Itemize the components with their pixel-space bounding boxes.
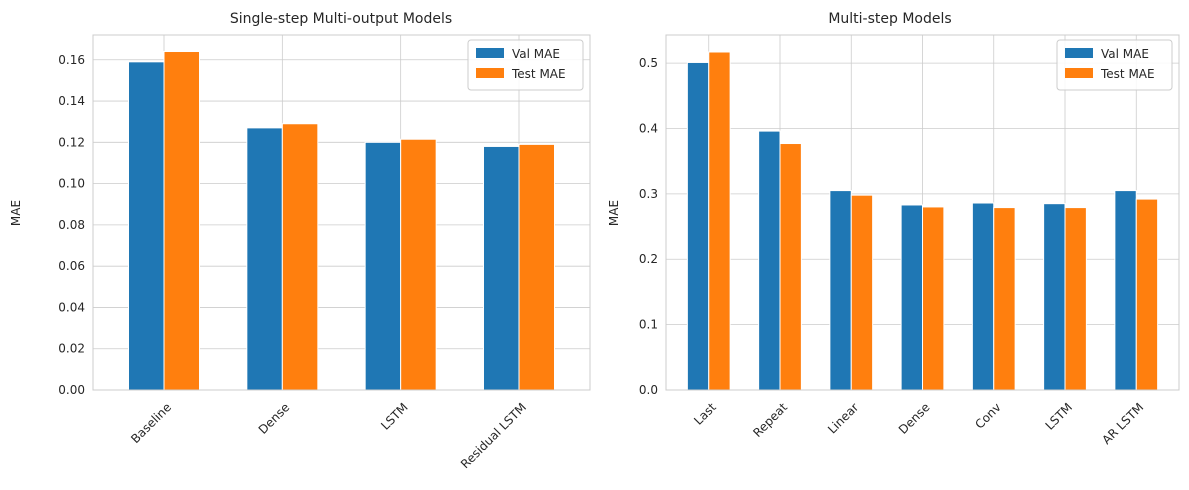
bar-test-mae	[163, 51, 200, 391]
y-tick-label: 0.1	[639, 318, 658, 332]
y-axis-label: MAE	[607, 200, 621, 226]
bar-test-mae	[922, 206, 945, 391]
legend-label: Test MAE	[511, 67, 566, 81]
x-tick-label: Baseline	[128, 400, 174, 446]
legend-swatch	[476, 68, 504, 78]
legend-swatch	[1065, 48, 1093, 58]
bar-val-mae	[829, 190, 852, 391]
x-tick-label: LSTM	[1043, 400, 1076, 433]
bar-test-mae	[400, 138, 437, 391]
bar-val-mae	[758, 130, 781, 391]
bar-val-mae	[971, 202, 995, 391]
y-tick-label: 0.06	[58, 259, 85, 273]
y-tick-label: 0.3	[639, 187, 658, 201]
x-tick-label: Last	[691, 400, 719, 428]
x-tick-label: Dense	[256, 400, 293, 437]
chart-single-step: Single-step Multi-output Models MAE 0.00…	[9, 11, 591, 471]
bar-val-mae	[246, 127, 283, 391]
y-tick-label: 0.08	[58, 218, 85, 232]
bar-val-mae	[483, 145, 520, 391]
bar-test-mae	[1064, 207, 1087, 391]
chart-multi-step: Multi-step Models MAE 0.0 0.1 0.2 0.3 0.4 0.5…	[607, 11, 1180, 447]
bar-test-mae	[1135, 198, 1159, 391]
bar-val-mae	[128, 61, 165, 391]
bar-test-mae	[850, 194, 874, 391]
legend-label: Val MAE	[1101, 47, 1149, 61]
x-tick-label: Residual LSTM	[458, 400, 529, 471]
bar-test-mae	[708, 51, 731, 391]
chart-title: Multi-step Models	[828, 11, 951, 27]
bar-val-mae	[1043, 203, 1066, 391]
legend-swatch	[476, 48, 504, 58]
legend-label: Val MAE	[512, 47, 560, 61]
legend: Val MAE Test MAE	[1056, 39, 1173, 91]
y-tick-label: 0.02	[58, 342, 85, 356]
y-axis-label: MAE	[9, 200, 23, 226]
plot-frame	[665, 34, 1180, 391]
plot-frame	[92, 34, 591, 391]
bars	[686, 51, 1159, 391]
x-tick-label: Repeat	[750, 400, 790, 440]
bar-val-mae	[686, 61, 710, 391]
y-tick-label: 0.10	[58, 177, 85, 191]
x-tick-label: Linear	[825, 400, 861, 436]
legend-swatch	[1065, 68, 1093, 78]
chart-title: Single-step Multi-output Models	[230, 11, 452, 27]
x-tick-label: Dense	[896, 400, 933, 437]
bar-val-mae	[1114, 190, 1137, 391]
y-tick-label: 0.12	[58, 135, 85, 149]
y-tick-label: 0.5	[639, 56, 658, 70]
y-tick-label: 0.2	[639, 252, 658, 266]
bar-test-mae	[779, 143, 802, 391]
y-tick-label: 0.4	[639, 121, 658, 135]
bar-test-mae	[518, 143, 555, 391]
x-tick-label: LSTM	[378, 400, 411, 433]
bar-val-mae	[364, 141, 402, 391]
y-tick-label: 0.00	[58, 383, 85, 397]
y-tick-label: 0.04	[58, 300, 85, 314]
y-tick-label: 0.16	[58, 53, 85, 67]
legend-label: Test MAE	[1100, 67, 1155, 81]
bar-test-mae	[993, 207, 1016, 391]
x-tick-label: AR LSTM	[1099, 400, 1146, 447]
y-tick-label: 0.14	[58, 94, 85, 108]
bar-val-mae	[900, 204, 923, 391]
bar-test-mae	[281, 123, 319, 391]
y-tick-label: 0.0	[639, 383, 658, 397]
bars	[128, 51, 555, 391]
x-tick-label: Conv	[972, 400, 1003, 431]
legend: Val MAE Test MAE	[467, 39, 584, 91]
